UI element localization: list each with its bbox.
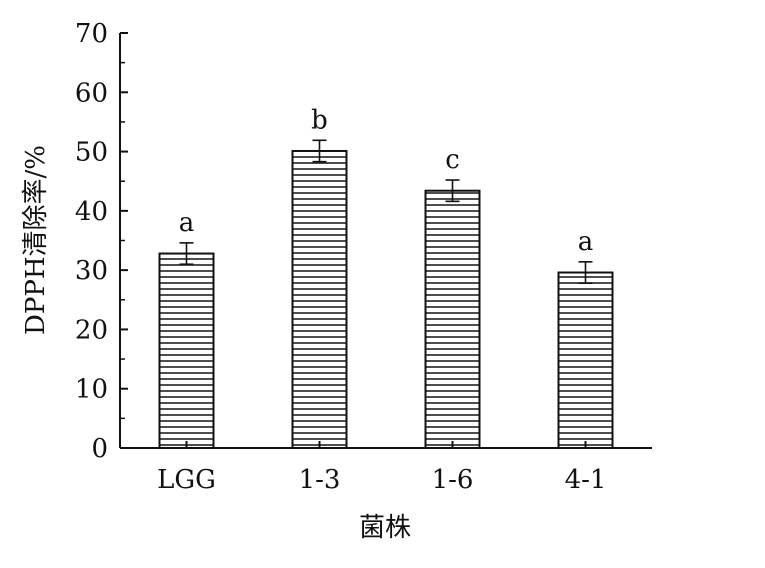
x-tick-label: 4-1 [565,465,607,495]
x-tick-label: 1-3 [299,465,341,495]
x-tick-label: 1-6 [432,465,474,495]
y-tick-label: 60 [75,78,108,108]
plot-area: 0 10 20 30 40 50 60 70 a LGG b 1-3 c 1-6 a 4-1 [75,19,652,495]
y-axis-title: DPPH清除率/% [21,145,51,335]
y-tick-label: 10 [75,375,108,405]
y-tick-label: 30 [75,256,108,286]
bar-4-1 [557,271,614,449]
bar-LGG [158,252,215,449]
significance-label: a [578,227,594,257]
x-axis-title: 菌株 [359,513,411,543]
x-tick-label: LGG [157,465,216,495]
significance-label: c [445,145,460,175]
y-tick-label: 50 [75,138,108,168]
y-tick-label: 0 [91,434,108,464]
y-tick-label: 70 [75,19,108,49]
significance-label: a [179,208,195,238]
bar-1-3 [291,149,348,449]
y-tick-label: 40 [75,197,108,227]
bar-1-6 [424,189,481,449]
significance-label: b [311,105,328,135]
y-tick-label: 20 [75,315,108,345]
